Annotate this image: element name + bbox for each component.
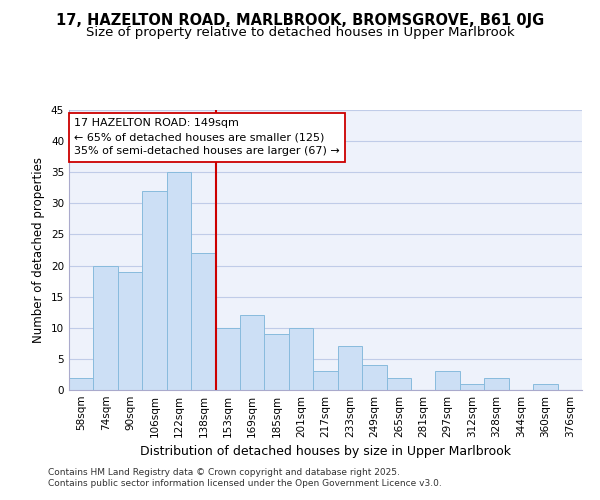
Bar: [386, 378, 411, 390]
Text: Contains HM Land Registry data © Crown copyright and database right 2025.
Contai: Contains HM Land Registry data © Crown c…: [48, 468, 442, 487]
Bar: [338, 346, 362, 390]
Bar: [484, 378, 509, 390]
Bar: [118, 272, 142, 390]
Bar: [313, 372, 338, 390]
Bar: [289, 328, 313, 390]
Bar: [533, 384, 557, 390]
Bar: [362, 365, 386, 390]
Y-axis label: Number of detached properties: Number of detached properties: [32, 157, 46, 343]
Bar: [240, 316, 265, 390]
Bar: [215, 328, 240, 390]
Bar: [191, 253, 215, 390]
Text: 17, HAZELTON ROAD, MARLBROOK, BROMSGROVE, B61 0JG: 17, HAZELTON ROAD, MARLBROOK, BROMSGROVE…: [56, 12, 544, 28]
Bar: [265, 334, 289, 390]
Bar: [142, 191, 167, 390]
Text: Size of property relative to detached houses in Upper Marlbrook: Size of property relative to detached ho…: [86, 26, 514, 39]
Bar: [460, 384, 484, 390]
Bar: [167, 172, 191, 390]
Bar: [436, 372, 460, 390]
Bar: [69, 378, 94, 390]
Text: 17 HAZELTON ROAD: 149sqm
← 65% of detached houses are smaller (125)
35% of semi-: 17 HAZELTON ROAD: 149sqm ← 65% of detach…: [74, 118, 340, 156]
X-axis label: Distribution of detached houses by size in Upper Marlbrook: Distribution of detached houses by size …: [140, 446, 511, 458]
Bar: [94, 266, 118, 390]
